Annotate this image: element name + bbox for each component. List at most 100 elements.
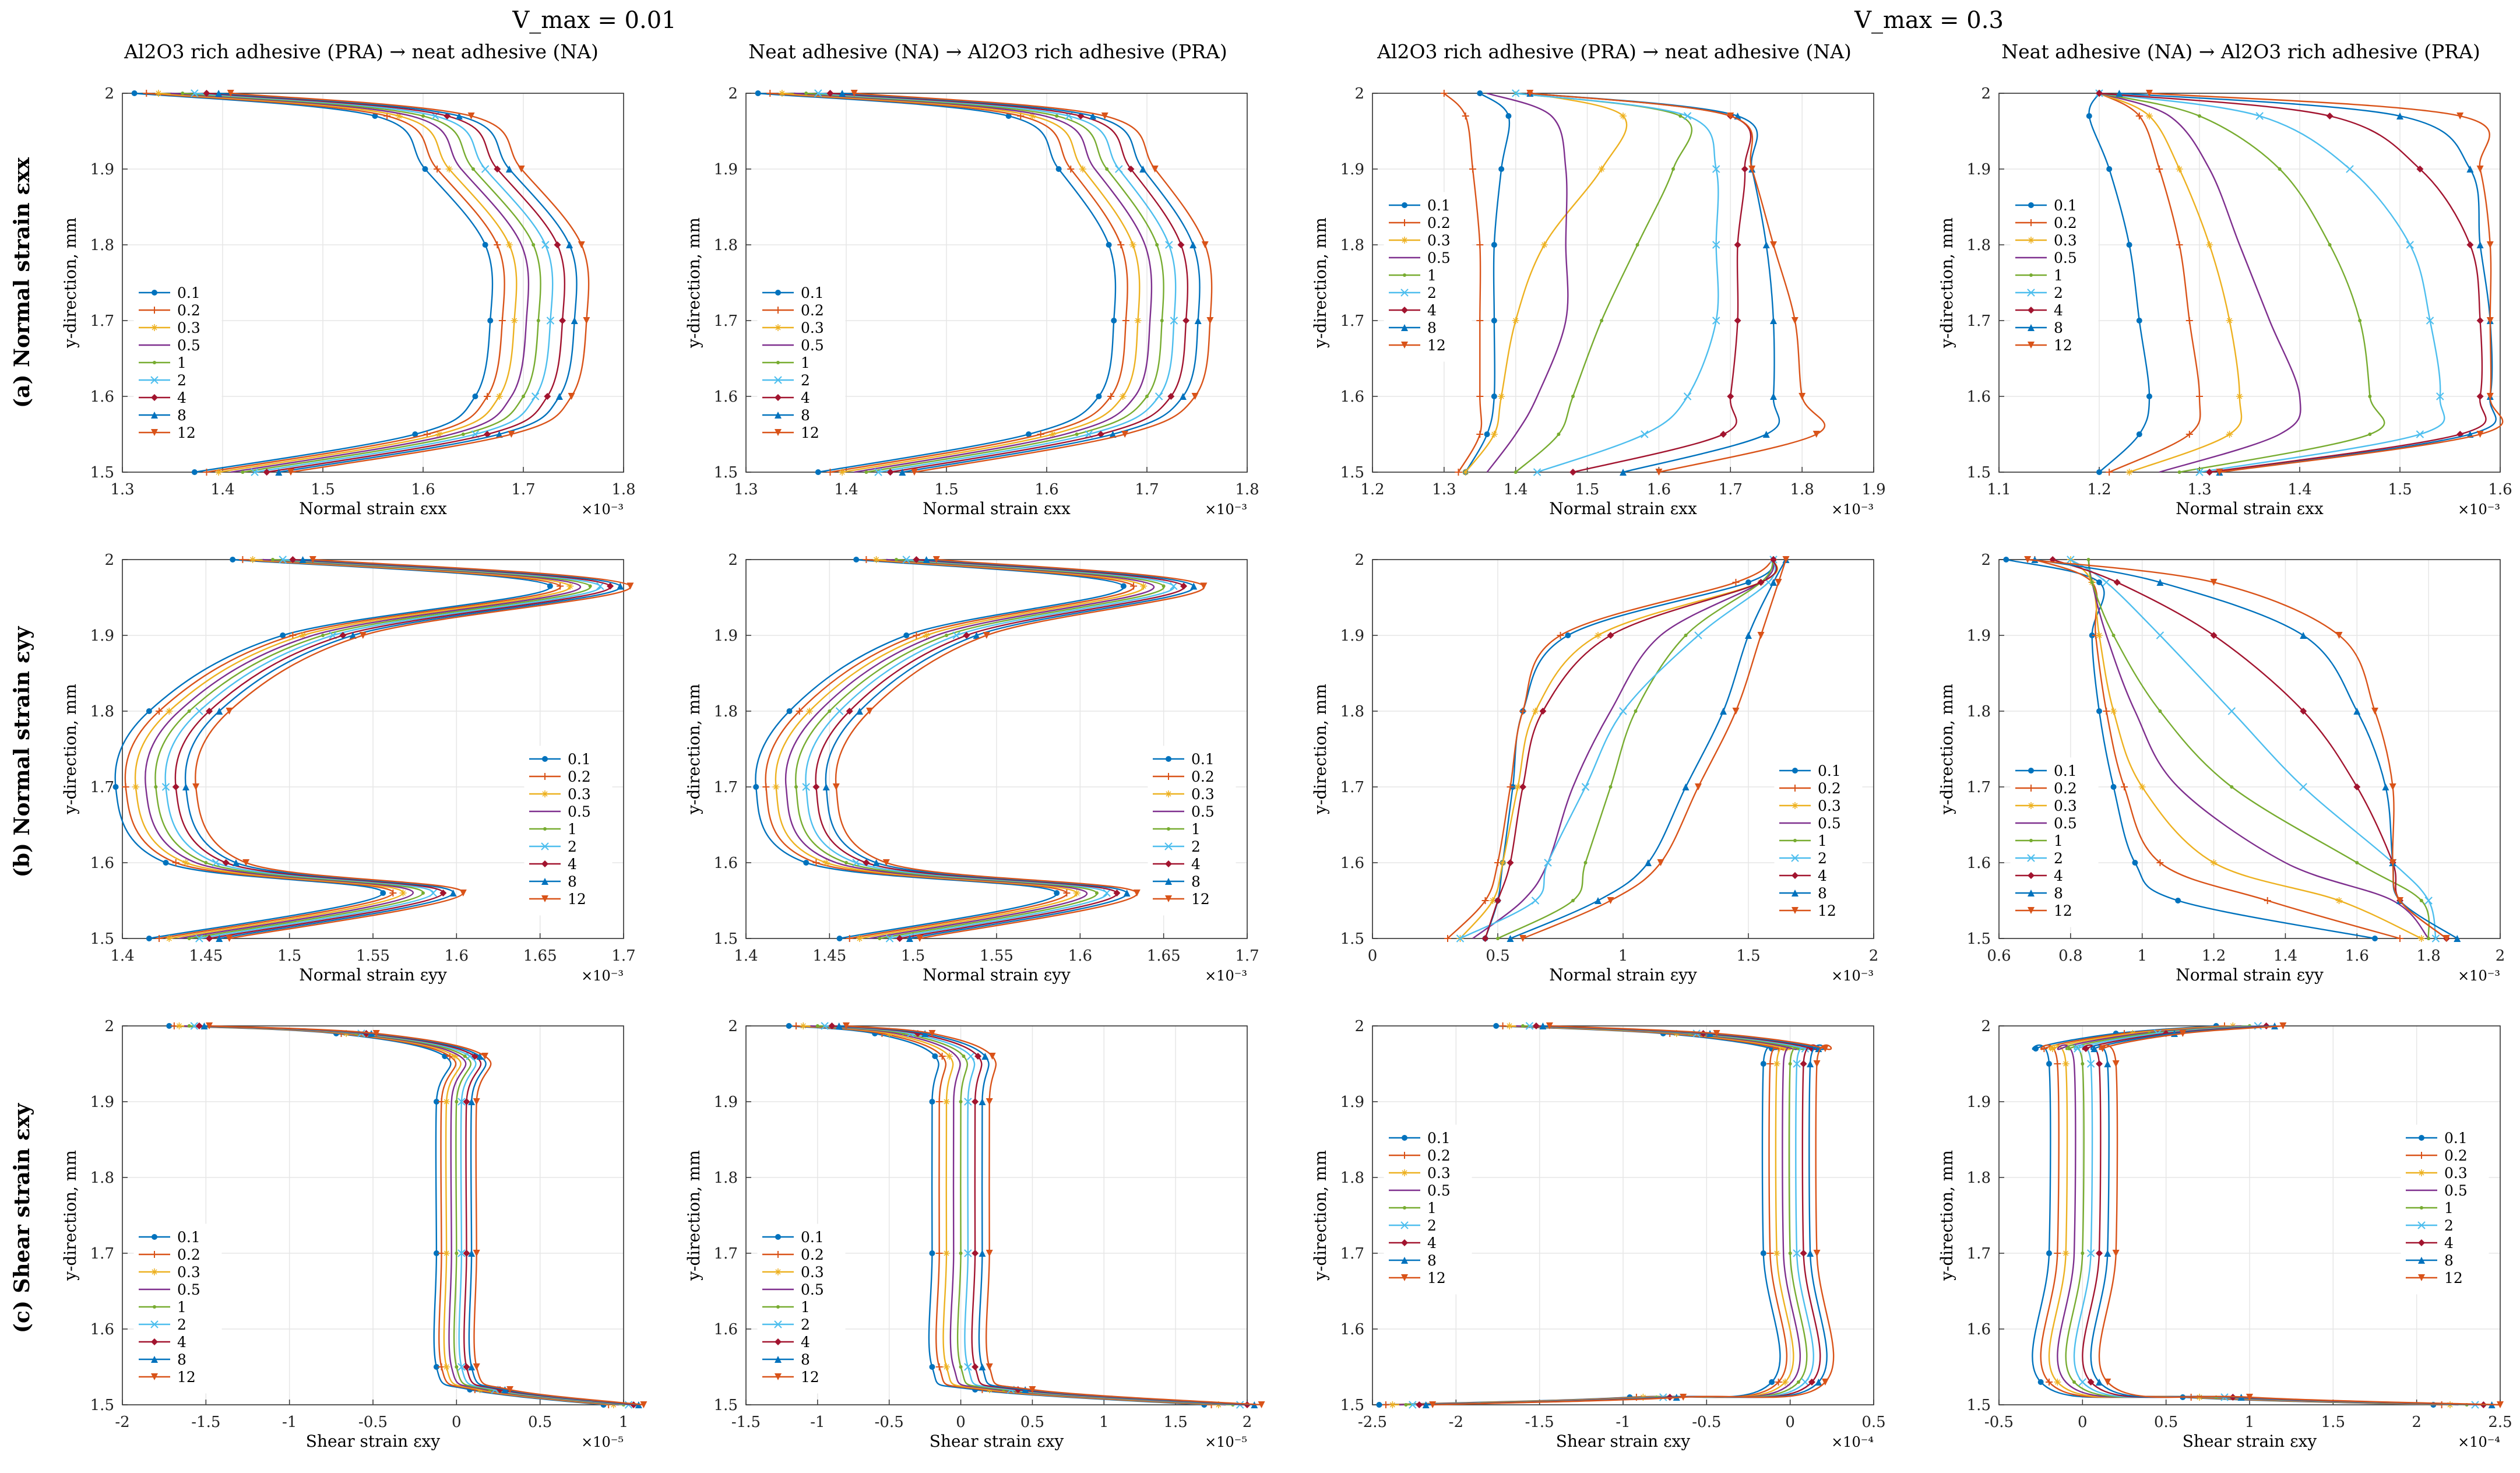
series-point-0.3 (805, 708, 813, 715)
series-point-0.1 (1760, 1061, 1766, 1067)
series-point-8 (899, 469, 906, 476)
series-point-0.1 (487, 318, 494, 324)
y-tick-label: 1.6 (90, 1321, 114, 1338)
series-line-1 (2088, 559, 2430, 939)
y-tick-label: 1.6 (1967, 855, 1991, 872)
series-point-4 (974, 1053, 982, 1060)
series-point-0.3 (2062, 1060, 2070, 1067)
legend-label: 0.5 (177, 337, 200, 354)
legend-label: 1 (801, 354, 810, 371)
series-point-8 (1815, 1379, 1822, 1386)
series-point-4 (494, 166, 501, 173)
series-point-0.2 (1476, 317, 1484, 324)
legend-label: 0.1 (801, 1229, 824, 1246)
x-tick-label: 0 (1368, 947, 1378, 965)
series-point-12 (1201, 241, 1209, 248)
series-point-1 (1162, 584, 1166, 588)
legend-label: 12 (177, 424, 196, 441)
legend-marker (1791, 854, 1799, 862)
x-tick-label: 1.5 (1736, 947, 1760, 965)
series-point-12 (287, 469, 294, 476)
legend-label: 2 (1427, 1217, 1437, 1234)
series-point-8 (1123, 890, 1131, 897)
series-point-1 (2081, 1062, 2085, 1066)
x-axis-label: Normal strain εyy (299, 965, 447, 985)
series-point-12 (568, 393, 575, 400)
series-point-2 (1170, 317, 1178, 325)
legend-box (2010, 757, 2099, 927)
x-tick-label: 2.5 (2488, 1414, 2512, 1431)
y-tick-label: 1.6 (1967, 388, 1991, 406)
series-point-0.1 (2096, 579, 2102, 585)
series-point-0.2 (2103, 708, 2110, 715)
series-point-1 (815, 1024, 819, 1028)
legend-marker (1165, 860, 1172, 867)
series-point-2 (1525, 1022, 1534, 1030)
series-point-8 (617, 582, 624, 590)
series-line-0.1 (169, 1025, 604, 1406)
series-point-0.2 (239, 556, 247, 563)
legend-marker (1402, 1135, 1407, 1141)
y-tick-label: 1.6 (90, 855, 114, 872)
series-point-8 (495, 431, 503, 438)
series-point-0.2 (2176, 241, 2183, 248)
y-tick-label: 2 (1354, 85, 1364, 103)
legend-label: 2 (801, 372, 810, 389)
series-point-0.3 (839, 469, 846, 476)
legend-label: 12 (1427, 337, 1446, 354)
series-point-0.3 (778, 90, 786, 97)
series-point-0.2 (913, 632, 920, 639)
series-point-2 (1712, 317, 1720, 325)
legend-label: 0.2 (568, 768, 591, 785)
series-point-0.3 (476, 1386, 484, 1393)
series-line-0.1 (2032, 1025, 2434, 1406)
legend-label: 2 (1427, 284, 1437, 301)
series-point-4 (1741, 166, 1748, 173)
legend-label: 8 (1427, 319, 1437, 336)
legend-label: 0.5 (1191, 803, 1215, 820)
series-point-12 (1680, 1394, 1687, 1401)
legend-marker (775, 412, 782, 419)
y-axis-label: y-direction, mm (684, 217, 703, 349)
series-point-0.1 (815, 469, 821, 475)
series-point-1 (2427, 937, 2431, 940)
legend-marker (151, 412, 158, 419)
series-point-0.1 (1491, 393, 1497, 399)
series-line-8 (1426, 1025, 1828, 1406)
series-point-2 (1793, 1060, 1801, 1068)
legend-label: 0.1 (1818, 762, 1841, 779)
y-tick-label: 1.5 (90, 930, 114, 948)
series-point-0.3 (511, 317, 518, 324)
series-point-8 (1645, 859, 1652, 866)
series-point-4 (2300, 708, 2307, 715)
y-tick-label: 2 (728, 551, 738, 569)
legend-label: 1 (177, 1299, 186, 1316)
series-point-0.3 (986, 1386, 993, 1393)
legend-label: 1 (1427, 1200, 1437, 1217)
series-point-0.1 (2037, 1379, 2044, 1385)
series-point-1 (844, 861, 848, 864)
x-tick-label: 0.5 (1861, 1414, 1885, 1431)
y-tick-label: 1.6 (1340, 388, 1364, 406)
series-point-1 (271, 558, 274, 561)
series-point-0.2 (1766, 1060, 1774, 1067)
series-point-0.1 (2089, 632, 2095, 638)
series-point-4 (1727, 393, 1734, 400)
legend-marker (2028, 872, 2035, 879)
series-point-4 (203, 90, 210, 97)
series-point-0.1 (1491, 318, 1497, 324)
series-point-4 (828, 1022, 836, 1029)
series-point-0.1 (803, 860, 810, 866)
x-tick-label: 0 (1785, 1414, 1795, 1431)
series-point-1 (522, 395, 525, 398)
series-point-1 (864, 470, 868, 474)
series-point-4 (554, 241, 561, 248)
legend-label: 1 (1818, 832, 1827, 849)
series-point-0.1 (786, 1023, 792, 1029)
series-point-4 (1113, 890, 1121, 897)
series-point-4 (972, 1363, 979, 1370)
series-point-0.3 (1129, 241, 1136, 248)
series-point-2 (279, 556, 287, 564)
series-point-12 (226, 935, 233, 942)
legend-marker (775, 1373, 782, 1380)
